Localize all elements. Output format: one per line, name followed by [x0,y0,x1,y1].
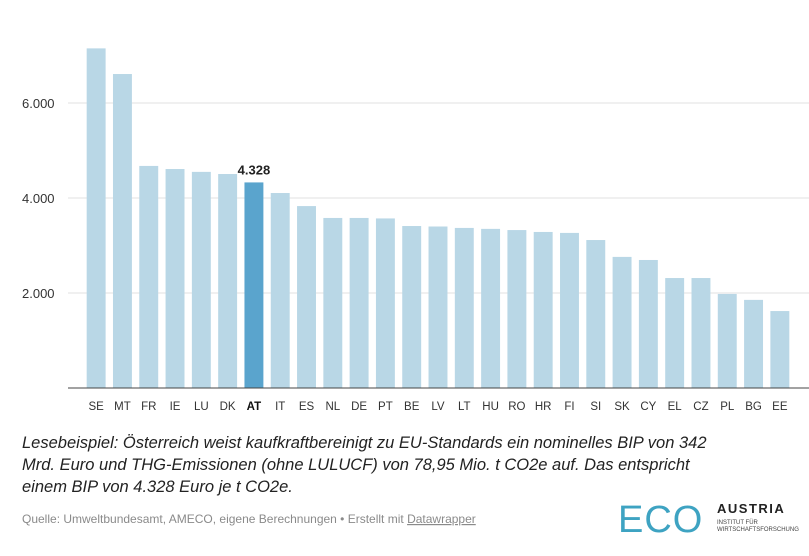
source-link[interactable]: Datawrapper [407,512,476,526]
x-tick-label: FI [564,401,574,413]
x-tick-label: HU [482,401,499,413]
x-tick-label: CY [640,401,656,413]
bar [270,193,290,388]
x-tick-label: LU [194,401,209,413]
bar [375,218,395,388]
bar [402,226,422,388]
bar [638,259,658,388]
x-tick-label: HR [535,401,552,413]
logo-name: AUSTRIA [717,501,785,516]
logo-sub: WIRTSCHAFTSFORSCHUNG [717,527,799,533]
x-tick-label: IE [170,401,181,413]
y-tick-label: 4.000 [22,191,55,206]
bar [165,169,185,388]
note-line: einem BIP von 4.328 Euro je t CO2e. [22,478,293,496]
bar [86,48,106,388]
bar [507,230,527,388]
bar [428,226,448,388]
x-tick-label: NL [325,401,340,413]
x-tick-label: FR [141,401,156,413]
x-tick-label: BG [745,401,762,413]
bar [533,231,553,388]
bar [454,227,474,388]
x-tick-label: AT [247,401,261,413]
bar [112,74,132,389]
y-tick-label: 6.000 [22,96,55,111]
bar [323,217,343,388]
x-tick-label: DK [220,401,236,413]
source-text: Quelle: Umweltbundesamt, AMECO, eigene B… [22,512,407,526]
x-tick-label: SE [88,401,104,413]
bar [297,206,316,388]
bar [691,278,711,388]
x-tick-label: PL [720,401,735,413]
bar [139,165,159,388]
y-tick-label: 2.000 [22,286,55,301]
x-tick-label: DE [351,401,367,413]
x-tick-label: SI [590,401,601,413]
bar [349,217,369,388]
bar [665,278,685,388]
x-tick-label: PT [378,401,393,413]
x-tick-label: LT [458,401,471,413]
bar [717,293,737,388]
value-label: 4.328 [238,162,271,177]
bar [744,299,764,388]
x-tick-label: CZ [693,401,708,413]
bar [191,171,211,388]
x-tick-label: IT [275,401,285,413]
x-tick-label: EL [668,401,683,413]
bar [560,232,579,388]
logo-sub: INSTITUT FÜR [717,519,759,526]
bar [586,240,606,388]
logo-mark: ECO [618,499,703,541]
bar [244,182,264,388]
x-tick-label: ES [299,401,315,413]
source: Quelle: Umweltbundesamt, AMECO, eigene B… [22,512,476,526]
note-line: Lesebeispiel: Österreich weist kaufkraft… [22,434,707,452]
bar [612,256,632,388]
note-line: Mrd. Euro und THG-Emissionen (ohne LULUC… [22,456,691,474]
x-tick-label: BE [404,401,420,413]
x-tick-label: MT [114,401,131,413]
x-tick-label: EE [772,401,788,413]
bar [218,174,238,388]
x-tick-label: SK [614,401,630,413]
x-tick-label: RO [508,401,525,413]
bar [770,311,790,388]
x-tick-label: LV [431,401,445,413]
bar [481,228,501,388]
